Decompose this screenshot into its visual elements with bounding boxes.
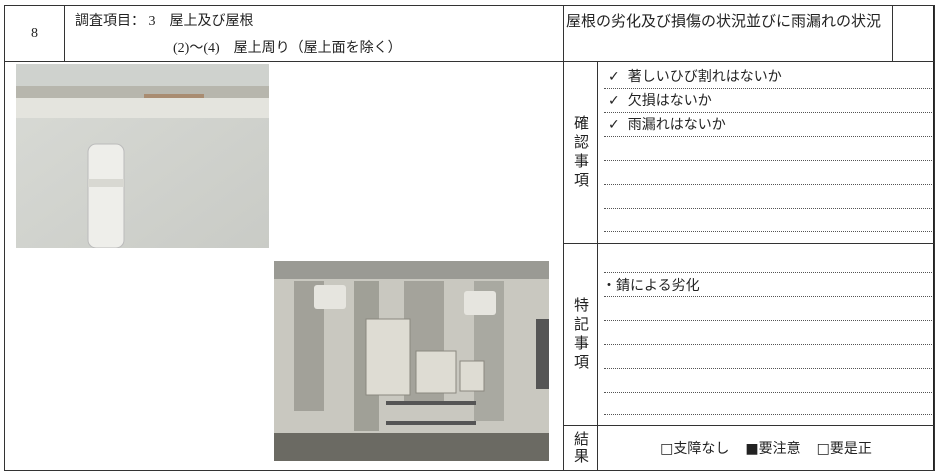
dotted-line [604, 208, 932, 209]
notes-cell [597, 243, 935, 426]
confirm-text: 著しいひび割れはないか [627, 69, 782, 85]
item-cell: 調査項目： 3 屋上及び屋根 (2)～(4) 屋上周り（屋上面を除く） [64, 5, 564, 62]
dotted-line [604, 368, 932, 369]
dotted-line [604, 184, 932, 185]
confirm-text: 欠損はないか [627, 93, 712, 109]
notes-label: 特記事項 [572, 296, 588, 373]
dotted-line [604, 272, 932, 273]
dotted-line [604, 112, 932, 113]
photo-2 [274, 261, 549, 461]
dotted-line [604, 414, 932, 415]
confirm-item: ✓ 雨漏れはないか [608, 114, 726, 134]
subject-cell [563, 5, 935, 62]
check-mark: ✓ [608, 93, 620, 109]
note-item: ・錆による劣化 [602, 278, 700, 294]
result-cell: □支障なし ■要注意 □要是正 [597, 425, 935, 471]
confirm-label: 確認事項 [572, 114, 588, 191]
confirm-label-cell: 確認事項 [563, 61, 598, 244]
result-option: ■要注意 [745, 441, 801, 457]
item-sub: (2)～(4) 屋上周り（屋上面を除く） [173, 41, 402, 56]
item-title: 調査項目： 3 屋上及び屋根 [75, 14, 254, 29]
dotted-line [604, 392, 932, 393]
dotted-line [604, 136, 932, 137]
result-option: □支障なし [660, 441, 730, 457]
check-mark: ✓ [608, 69, 620, 85]
confirm-item: ✓ 著しいひび割れはないか [608, 66, 782, 86]
result-option: □要是正 [816, 441, 872, 457]
notes-label-cell: 特記事項 [563, 243, 598, 426]
dotted-line [604, 296, 932, 297]
result-label-cell: 結果 [563, 425, 598, 471]
dotted-line [604, 231, 932, 232]
check-mark: ✓ [608, 117, 620, 133]
dotted-line [604, 320, 932, 321]
result-label: 結果 [572, 431, 588, 465]
dotted-line [604, 88, 932, 89]
item-number: 8 [4, 5, 65, 62]
dotted-line [604, 160, 932, 161]
confirm-text: 雨漏れはないか [627, 117, 726, 133]
dotted-line [604, 344, 932, 345]
photo-1 [16, 64, 269, 248]
confirm-item: ✓ 欠損はないか [608, 90, 712, 110]
